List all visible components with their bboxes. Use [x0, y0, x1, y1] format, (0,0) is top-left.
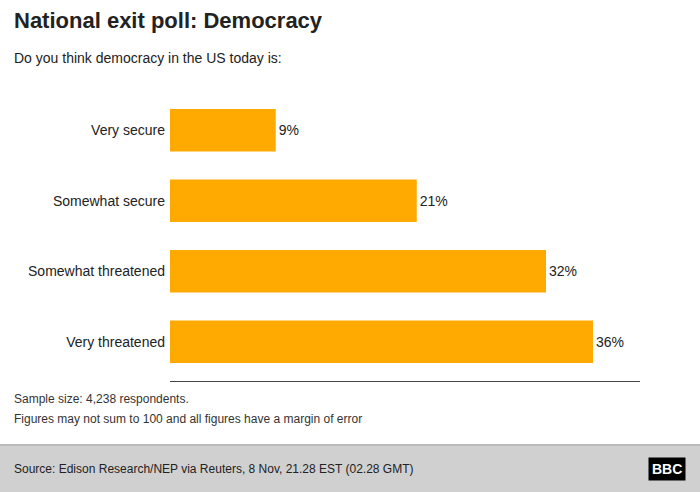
svg-text:Do you think democracy in the: Do you think democracy in the US today i… — [14, 50, 282, 66]
svg-text:BBC: BBC — [652, 461, 682, 477]
svg-text:36%: 36% — [596, 334, 624, 350]
svg-text:9%: 9% — [279, 122, 299, 138]
svg-text:Figures may not sum to 100 and: Figures may not sum to 100 and all figur… — [14, 412, 362, 426]
svg-text:Source: Edison Research/NEP vi: Source: Edison Research/NEP via Reuters,… — [14, 462, 414, 476]
svg-text:Very secure: Very secure — [91, 122, 165, 138]
svg-text:Very threatened: Very threatened — [66, 334, 165, 350]
svg-text:21%: 21% — [420, 193, 448, 209]
svg-text:Somewhat threatened: Somewhat threatened — [28, 263, 165, 279]
svg-text:Somewhat secure: Somewhat secure — [53, 193, 165, 209]
svg-text:National exit poll: Democracy: National exit poll: Democracy — [14, 8, 323, 33]
svg-text:32%: 32% — [549, 263, 577, 279]
svg-text:Sample size: 4,238 respondents: Sample size: 4,238 respondents. — [14, 392, 189, 406]
